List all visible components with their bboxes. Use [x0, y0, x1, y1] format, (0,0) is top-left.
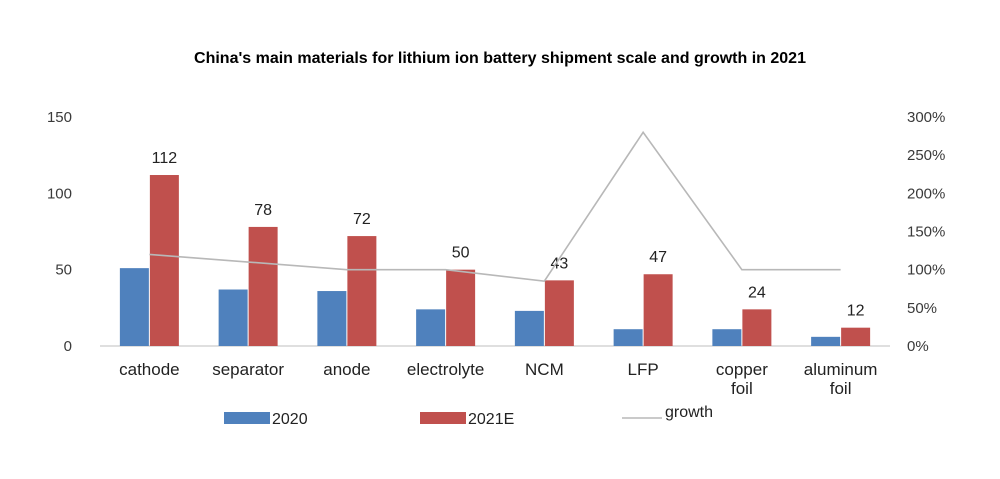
data-label: 72: [353, 211, 371, 228]
y-right-tick-label: 250%: [907, 147, 945, 164]
bar-2021e: [742, 309, 772, 346]
bar-2020: [811, 336, 841, 346]
data-label: 112: [152, 150, 178, 167]
y-left-tick-label: 100: [47, 185, 72, 202]
bar-2021e: [544, 280, 574, 346]
y-right-tick-label: 0%: [907, 338, 929, 355]
bar-2020: [416, 309, 446, 346]
x-tick-label: NCM: [525, 360, 564, 379]
bar-2020: [712, 329, 742, 346]
y-right-tick-label: 100%: [907, 262, 945, 279]
data-label: 12: [847, 303, 865, 320]
data-label: 47: [649, 249, 667, 266]
x-tick-label: anode: [323, 360, 370, 379]
bar-2020: [613, 329, 643, 346]
bar-2021e: [841, 327, 871, 346]
y-right-tick-label: 50%: [907, 300, 937, 317]
y-left-tick-label: 150: [47, 109, 72, 126]
x-tick-label: cathode: [119, 360, 180, 379]
data-label: 50: [452, 245, 470, 262]
bar-2021e: [248, 226, 278, 346]
data-label: 24: [748, 284, 766, 301]
bar-2021e: [149, 175, 179, 346]
x-tick-label: electrolyte: [407, 360, 484, 379]
x-tick-label: aluminum foil: [804, 360, 878, 398]
legend-label: 2020: [272, 411, 308, 428]
bar-2020: [317, 291, 347, 346]
chart-title: China's main materials for lithium ion b…: [194, 50, 806, 67]
legend-swatch-2020: [224, 412, 270, 424]
y-left-tick-label: 50: [55, 262, 72, 279]
bar-2020: [514, 310, 544, 346]
bar-2020: [218, 289, 248, 346]
bar-2021e: [446, 269, 476, 346]
y-right-tick-label: 300%: [907, 109, 945, 126]
legend-swatch-2021e: [420, 412, 466, 424]
legend-label: growth: [665, 404, 713, 421]
y-right-tick-label: 150%: [907, 224, 945, 241]
bar-2021e: [643, 274, 673, 346]
bar-2020: [119, 268, 149, 346]
growth-line: [149, 130, 841, 282]
bar-2021e: [347, 236, 377, 346]
y-left-tick-label: 0: [64, 338, 72, 355]
legend-label: 2021E: [468, 411, 514, 428]
data-label: 43: [550, 255, 568, 272]
y-right-tick-label: 200%: [907, 185, 945, 202]
data-label: 78: [254, 202, 272, 219]
x-tick-label: copper foil: [716, 360, 768, 398]
x-tick-label: separator: [212, 360, 284, 379]
x-tick-label: LFP: [628, 360, 659, 379]
